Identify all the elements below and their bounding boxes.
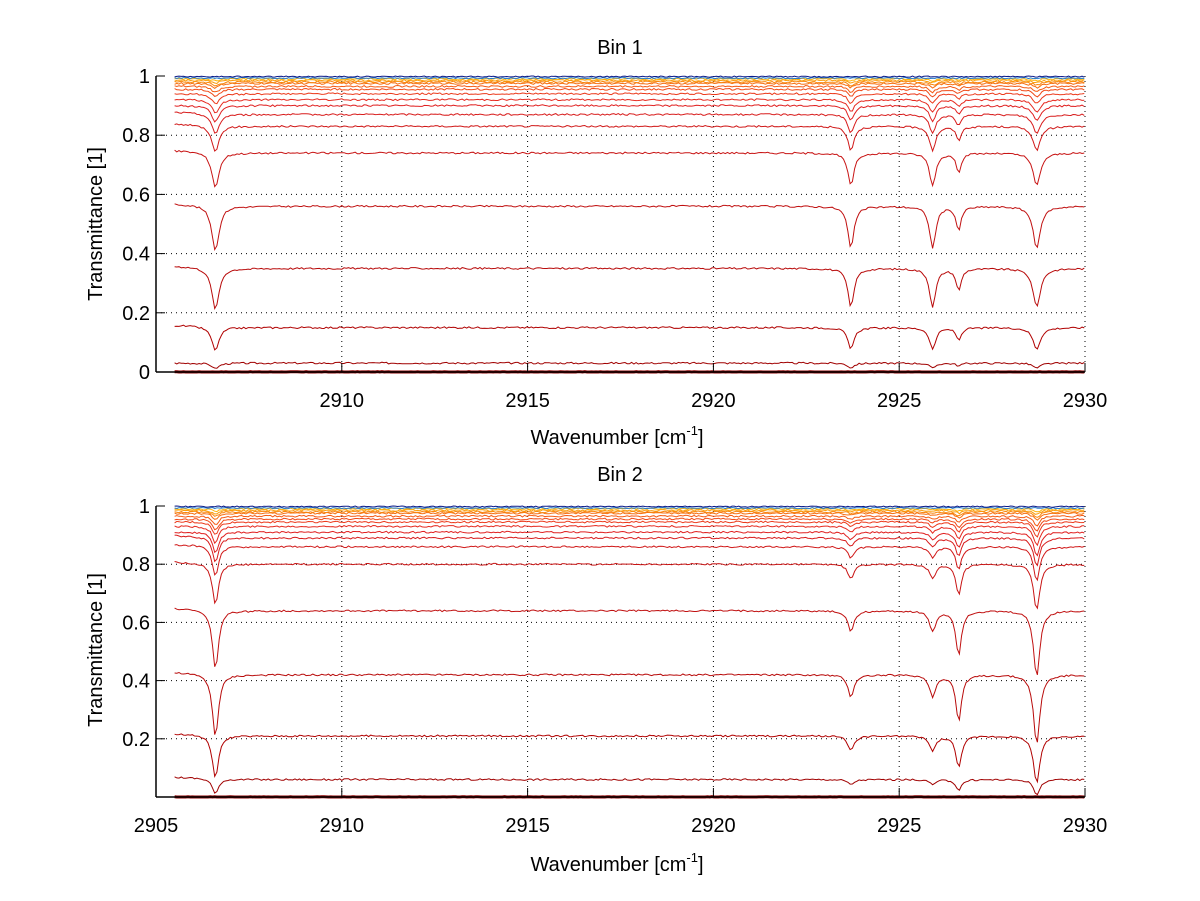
x-tick-labels: 2905 2910 2915 2920 2925 2930 [134, 815, 1108, 837]
series-line [174, 514, 1085, 527]
x-tick-label: 2910 [320, 390, 365, 412]
x-axis-label-end: ] [698, 854, 704, 876]
series-line [174, 149, 1085, 188]
y-tick-label: 0.8 [122, 554, 150, 576]
series-line [174, 361, 1085, 369]
series-line [174, 324, 1085, 351]
x-tick-label: 2925 [877, 390, 922, 412]
y-tick-label: 0.2 [122, 729, 150, 751]
x-axis-label-text: Wavenumber [cm [530, 854, 686, 876]
x-tick-label: 2930 [1063, 815, 1108, 837]
series-line [174, 671, 1085, 743]
series-line [174, 123, 1085, 153]
series-line [174, 104, 1085, 123]
series-line [174, 75, 1085, 78]
series-line [174, 203, 1085, 251]
x-axis-label-superscript: -1 [686, 850, 698, 865]
chart-title: Bin 1 [597, 37, 643, 59]
y-axis-label: Transmittance [1] [85, 573, 107, 727]
y-tick-label: 0.6 [122, 184, 150, 206]
series-line [174, 561, 1085, 610]
y-tick-labels: 0.2 0.4 0.6 0.8 1 [122, 496, 150, 751]
x-axis-label: Wavenumber [cm-1] [530, 850, 703, 876]
x-axis-label: Wavenumber [cm-1] [530, 423, 703, 449]
series-line [174, 607, 1085, 675]
y-tick-labels: 0 0.2 0.4 0.6 0.8 1 [122, 66, 150, 384]
series-line [174, 505, 1085, 508]
x-tick-label: 2920 [691, 390, 736, 412]
series-line [174, 530, 1085, 557]
series-line [174, 111, 1085, 135]
x-axis-label-end: ] [698, 427, 704, 449]
series-line [174, 517, 1085, 532]
y-tick-label: 1 [139, 496, 150, 518]
series-line [174, 87, 1085, 98]
series-line [174, 544, 1085, 582]
series-line [174, 79, 1085, 85]
axis-lines [155, 75, 1086, 373]
y-tick-label: 0 [139, 362, 150, 384]
series-line [174, 266, 1085, 310]
series-line [174, 508, 1085, 515]
axes-bin-2: 2905 2910 2915 2920 2925 2930 0.2 0.4 0.6 0.8 1 B… [85, 464, 1107, 876]
y-tick-label: 0.4 [122, 671, 150, 693]
series-line [174, 76, 1085, 80]
y-tick-label: 0.4 [122, 244, 150, 266]
series-line [174, 98, 1085, 114]
x-tick-label: 2930 [1063, 390, 1108, 412]
x-tick-label: 2905 [134, 815, 179, 837]
series-line [174, 506, 1085, 510]
y-tick-label: 0.8 [122, 125, 150, 147]
y-tick-label: 0.2 [122, 303, 150, 325]
series-line [174, 510, 1085, 518]
x-tick-label: 2925 [877, 815, 922, 837]
grid-lines [156, 506, 1086, 797]
series-line [174, 524, 1085, 547]
x-axis-label-text: Wavenumber [cm [530, 427, 686, 449]
x-tick-label: 2910 [320, 815, 365, 837]
y-tick-label: 1 [139, 66, 150, 88]
x-axis-label-superscript: -1 [686, 423, 698, 438]
x-tick-label: 2915 [505, 390, 550, 412]
x-tick-label: 2915 [505, 815, 550, 837]
series-line [174, 776, 1085, 796]
series-group [174, 75, 1085, 374]
axis-lines [155, 505, 1086, 798]
series-line [174, 534, 1085, 567]
chart-title: Bin 2 [597, 464, 643, 486]
series-group [174, 505, 1085, 799]
y-axis-label: Transmittance [1] [85, 147, 107, 301]
y-tick-label: 0.6 [122, 612, 150, 634]
x-tick-label: 2920 [691, 815, 736, 837]
series-line [174, 520, 1085, 538]
series-line [174, 92, 1085, 105]
axes-bin-1: 2910 2915 2920 2925 2930 0 0.2 0.4 0.6 0.8 1 Bin … [85, 37, 1107, 449]
series-line [174, 733, 1085, 784]
series-line [174, 84, 1085, 94]
x-tick-labels: 2910 2915 2920 2925 2930 [320, 390, 1108, 412]
